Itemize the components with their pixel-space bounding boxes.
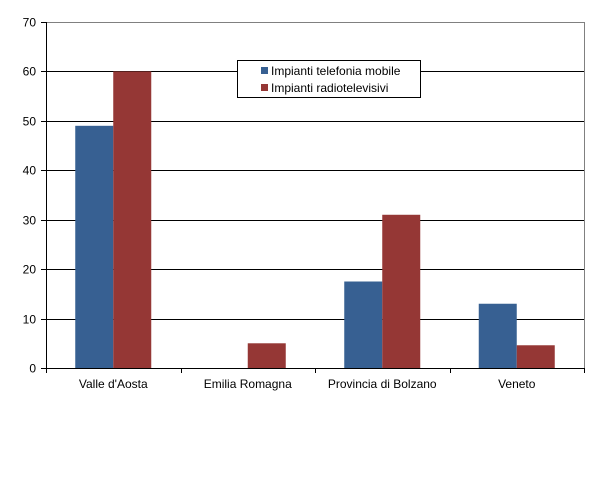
legend-item-radio-tv: Impianti radiotelevisivi — [261, 81, 388, 95]
axes — [41, 22, 585, 373]
bar — [516, 345, 555, 368]
bar — [113, 71, 152, 368]
x-category-label: Veneto — [498, 377, 536, 391]
legend: Impianti telefonia mobile Impianti radio… — [237, 60, 421, 98]
x-category-label: Valle d'Aosta — [79, 377, 148, 391]
legend-label: Impianti radiotelevisivi — [271, 81, 389, 95]
legend-item-mobile: Impianti telefonia mobile — [261, 64, 400, 78]
y-tick-label: 50 — [23, 115, 37, 129]
y-axis-ticks: 0 10 20 30 40 50 60 70 — [23, 16, 46, 376]
x-category-label: Emilia Romagna — [204, 377, 292, 391]
legend-label: Impianti telefonia mobile — [271, 64, 401, 78]
y-tick-label: 70 — [23, 16, 37, 30]
x-axis-categories: Valle d'Aosta Emilia Romagna Provincia di … — [46, 368, 585, 391]
bar — [478, 303, 517, 368]
bar — [75, 125, 114, 368]
y-tick-label: 40 — [23, 164, 37, 178]
bar — [344, 281, 383, 368]
legend-swatch-red-icon — [261, 84, 268, 92]
legend-swatch-blue-icon — [261, 67, 268, 75]
y-tick-label: 60 — [23, 65, 37, 79]
y-tick-label: 0 — [29, 362, 36, 376]
x-category-label: Provincia di Bolzano — [328, 377, 437, 391]
bar — [382, 214, 421, 368]
bar — [247, 343, 286, 368]
y-tick-label: 10 — [23, 313, 37, 327]
y-tick-label: 30 — [23, 214, 37, 228]
bars — [75, 71, 555, 368]
y-tick-label: 20 — [23, 263, 37, 277]
